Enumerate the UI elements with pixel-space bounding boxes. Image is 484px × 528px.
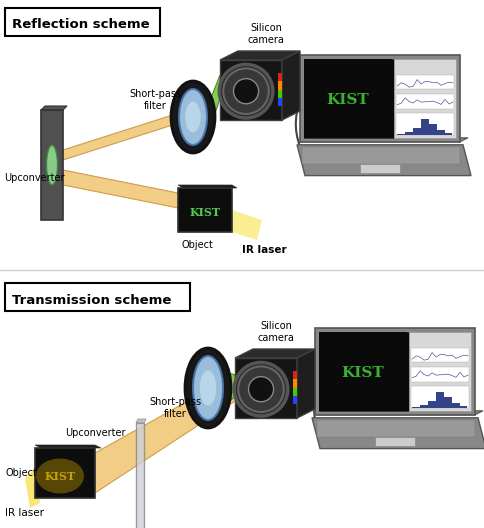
Polygon shape	[63, 112, 182, 160]
Polygon shape	[315, 411, 483, 415]
Polygon shape	[136, 423, 144, 528]
Ellipse shape	[248, 376, 273, 402]
Text: Upconverter: Upconverter	[65, 428, 125, 438]
Polygon shape	[278, 73, 282, 81]
Polygon shape	[235, 358, 297, 418]
Bar	[375, 437, 415, 446]
Ellipse shape	[219, 64, 273, 118]
Text: Transmission scheme: Transmission scheme	[12, 294, 171, 306]
Bar	[411, 385, 469, 408]
Text: Silicon
camera: Silicon camera	[257, 322, 294, 343]
Polygon shape	[178, 188, 232, 232]
Ellipse shape	[36, 458, 84, 494]
Bar	[300, 55, 460, 142]
Ellipse shape	[233, 79, 258, 103]
Bar	[397, 134, 405, 135]
Ellipse shape	[193, 356, 223, 420]
Polygon shape	[293, 380, 297, 388]
Bar	[421, 119, 428, 135]
Polygon shape	[63, 170, 188, 210]
Ellipse shape	[46, 145, 58, 185]
Polygon shape	[235, 349, 315, 358]
Bar	[5, 8, 160, 36]
Text: Reflection scheme: Reflection scheme	[12, 18, 150, 32]
Text: Upconverter: Upconverter	[4, 173, 64, 183]
Polygon shape	[25, 468, 40, 508]
Bar	[460, 406, 468, 408]
Text: KIST: KIST	[45, 470, 76, 482]
Polygon shape	[178, 185, 237, 188]
Bar	[315, 328, 475, 415]
Bar	[437, 130, 444, 135]
Text: IR laser: IR laser	[5, 508, 44, 518]
Polygon shape	[300, 138, 468, 142]
Polygon shape	[232, 210, 262, 240]
Polygon shape	[220, 51, 300, 60]
Polygon shape	[95, 375, 235, 493]
Polygon shape	[293, 396, 297, 404]
Bar	[444, 397, 452, 408]
Bar	[319, 332, 471, 411]
Polygon shape	[278, 81, 282, 90]
Polygon shape	[225, 372, 235, 404]
Text: Short-pass
filter: Short-pass filter	[129, 89, 181, 111]
Text: Silicon
camera: Silicon camera	[247, 23, 285, 45]
Bar	[411, 367, 469, 382]
Bar	[304, 59, 392, 138]
Text: Short-pass
filter: Short-pass filter	[149, 397, 201, 419]
Bar	[452, 403, 459, 408]
Polygon shape	[312, 418, 484, 449]
Polygon shape	[293, 371, 297, 380]
Polygon shape	[278, 98, 282, 106]
Ellipse shape	[185, 101, 201, 133]
Polygon shape	[282, 51, 300, 120]
Text: Object: Object	[5, 468, 37, 478]
Polygon shape	[293, 388, 297, 396]
Bar	[429, 124, 437, 135]
Bar	[396, 112, 454, 135]
Text: KIST: KIST	[189, 208, 221, 219]
Polygon shape	[35, 445, 101, 448]
Bar	[413, 128, 421, 135]
Bar	[412, 407, 420, 408]
Bar	[396, 75, 454, 89]
Ellipse shape	[179, 89, 207, 145]
Ellipse shape	[171, 81, 215, 153]
Polygon shape	[297, 349, 315, 418]
Ellipse shape	[238, 366, 284, 412]
Bar	[409, 332, 471, 411]
Ellipse shape	[223, 69, 269, 114]
Polygon shape	[136, 419, 146, 423]
Bar	[436, 392, 443, 408]
Bar	[428, 401, 436, 408]
Bar	[360, 164, 400, 173]
Bar	[304, 59, 456, 138]
Bar	[396, 95, 454, 109]
Text: KIST: KIST	[342, 366, 384, 380]
Text: Object: Object	[181, 240, 213, 250]
Polygon shape	[41, 106, 67, 110]
Bar	[5, 283, 190, 311]
Polygon shape	[220, 60, 282, 120]
Polygon shape	[209, 75, 220, 131]
Polygon shape	[297, 145, 471, 176]
Ellipse shape	[234, 362, 288, 416]
Bar	[405, 133, 413, 135]
Ellipse shape	[200, 371, 216, 406]
Bar	[411, 348, 469, 362]
Bar	[394, 59, 456, 138]
Ellipse shape	[185, 348, 231, 428]
Polygon shape	[278, 90, 282, 98]
Bar	[445, 133, 453, 135]
Text: IR laser: IR laser	[242, 245, 287, 255]
Bar	[420, 406, 428, 408]
Polygon shape	[41, 110, 63, 220]
Polygon shape	[35, 448, 95, 498]
Bar	[302, 147, 460, 164]
Bar	[319, 332, 407, 411]
Bar	[317, 420, 475, 437]
Text: KIST: KIST	[327, 93, 369, 107]
